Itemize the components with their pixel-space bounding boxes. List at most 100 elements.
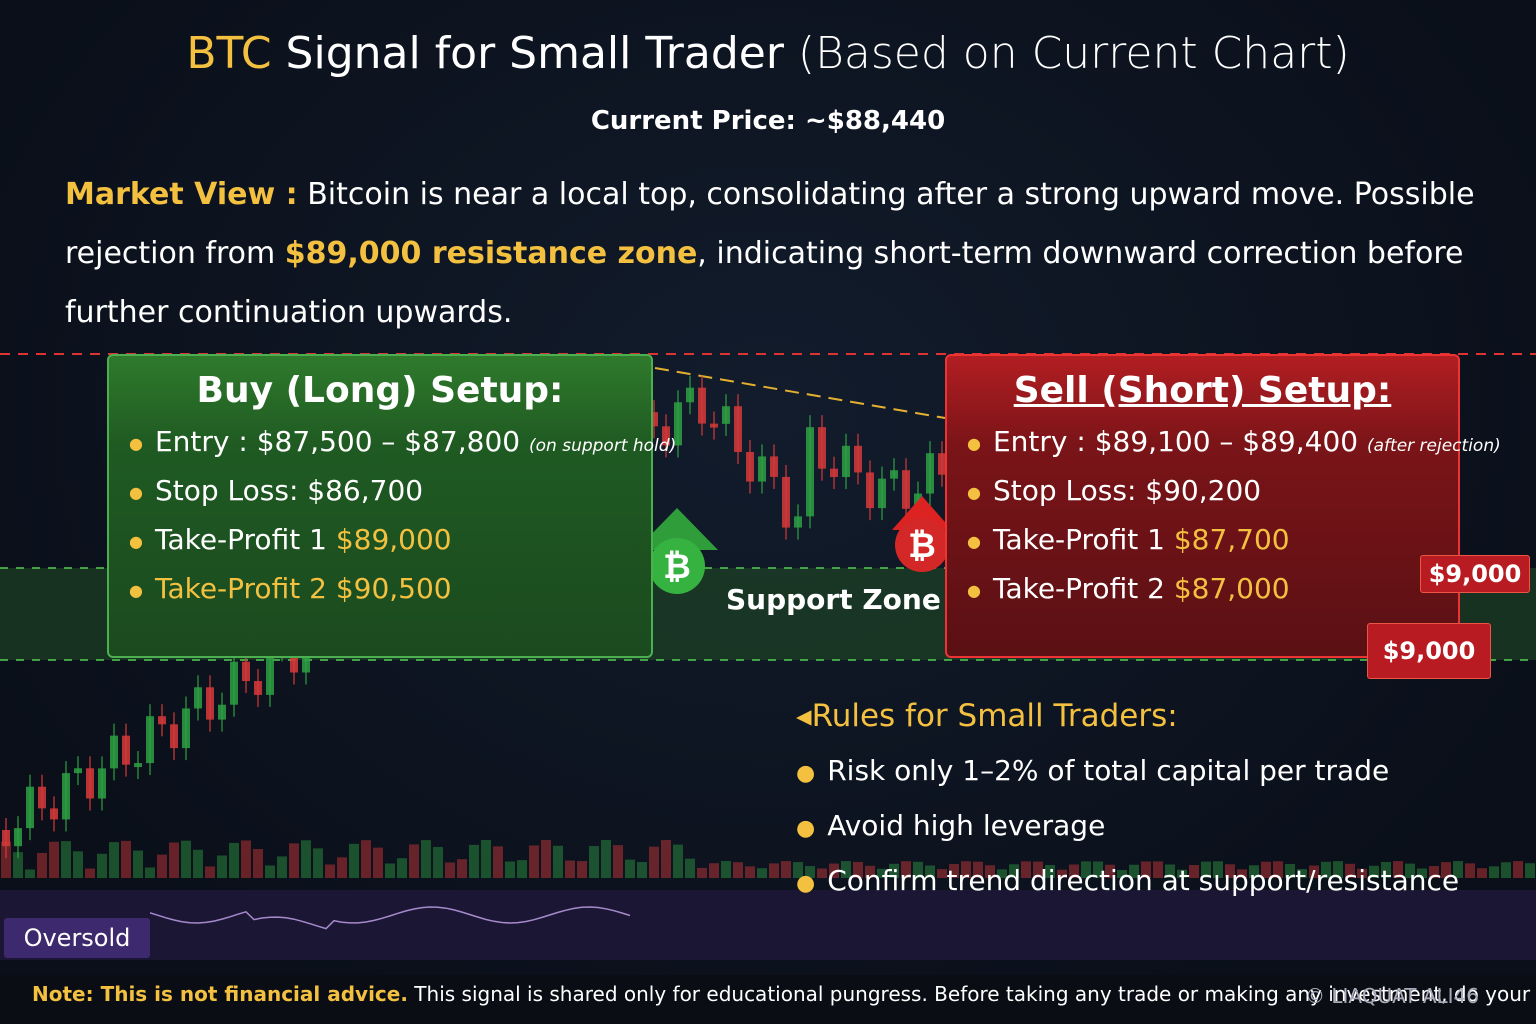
- decor-candle: [709, 863, 719, 878]
- decor-candle: [745, 866, 755, 878]
- decor-candle: [1465, 863, 1475, 878]
- decor-candle: [457, 859, 467, 878]
- decor-candle: [553, 845, 563, 878]
- decor-candle: [205, 866, 215, 878]
- rules-title: ◂Rules for Small Traders:: [796, 698, 1178, 734]
- decor-candle: [769, 863, 779, 878]
- decor-candle: [661, 840, 671, 878]
- note-text: This signal is shared only for education…: [414, 982, 1531, 1006]
- decor-candle: [134, 763, 142, 768]
- market-view-text: Bitcoin is near a local top, consolidati…: [65, 177, 1475, 271]
- decor-candle: [710, 423, 718, 428]
- decor-candle: [517, 860, 527, 878]
- title: BTC Signal for Small Trader (Based on Cu…: [0, 28, 1536, 79]
- oscillator-line: [149, 906, 631, 930]
- decor-candle: [38, 786, 46, 809]
- decor-candle: [62, 773, 70, 820]
- oscillator-panel: [0, 890, 1536, 960]
- decor-candle: [230, 661, 238, 705]
- decor-candle: [277, 856, 287, 878]
- decor-candle: [373, 847, 383, 878]
- decor-candle: [529, 845, 539, 878]
- decor-candle: [73, 851, 83, 878]
- item-label: Take-Profit 2: [992, 572, 1165, 605]
- decor-candle: [409, 844, 419, 878]
- trend-line: [654, 367, 946, 419]
- title-main: Signal for Small Trader: [285, 28, 784, 79]
- decor-candle: [685, 858, 695, 878]
- item-label: Entry :: [154, 425, 248, 458]
- item-value: $87,700: [1173, 523, 1290, 556]
- item-label: Stop Loss:: [992, 474, 1137, 507]
- decor-candle: [253, 849, 263, 878]
- item-value: $89,000: [335, 523, 452, 556]
- watermark: © LIAQUAT ALI46: [1305, 984, 1479, 1008]
- decor-candle: [650, 412, 658, 427]
- title-note: (Based on Current Chart): [797, 28, 1350, 79]
- rule-item: Risk only 1–2% of total capital per trad…: [796, 754, 1459, 787]
- sell-setup: Sell (Short) Setup: Entry : $89,100 – $8…: [945, 354, 1501, 658]
- decor-candle: [61, 841, 71, 878]
- btc-down-icon: ₿: [892, 496, 952, 572]
- decor-candle: [794, 516, 802, 528]
- decor-candle: [14, 828, 22, 847]
- decor-candle: [758, 456, 766, 482]
- decor-candle: [217, 855, 227, 878]
- item-value: $87,500 – $87,800: [256, 425, 521, 458]
- setup-item: Entry : $89,100 – $89,400 (after rejecti…: [967, 425, 1501, 474]
- decor-candle: [1489, 866, 1499, 878]
- item-label: Take-Profit 1: [992, 523, 1165, 556]
- decor-candle: [361, 840, 371, 878]
- decor-candle: [325, 864, 335, 878]
- item-label: Entry :: [992, 425, 1086, 458]
- item-note: (after rejection): [1367, 436, 1501, 456]
- decor-candle: [1513, 861, 1523, 878]
- decor-candle: [938, 453, 946, 475]
- decor-candle: [193, 849, 203, 878]
- market-view-text: , indicating short-term downward correct…: [65, 236, 1464, 330]
- decor-candle: [733, 862, 743, 878]
- decor-candle: [649, 846, 659, 878]
- footer-band: [0, 975, 1536, 1024]
- price-tag: $9,000: [1367, 623, 1491, 679]
- decor-candle: [662, 426, 670, 446]
- item-value: $89,100 – $89,400: [1094, 425, 1359, 458]
- decor-candle: [565, 860, 575, 878]
- decor-candle: [122, 735, 130, 765]
- decor-candle: [757, 868, 767, 878]
- decor-candle: [13, 852, 23, 878]
- decor-candle: [577, 861, 587, 878]
- decor-candle: [673, 844, 683, 878]
- item-value: $86,700: [307, 474, 424, 507]
- setup-item: Take-Profit 2 $90,500: [129, 572, 631, 621]
- setup-item: Take-Profit 1 $87,700: [967, 523, 1438, 572]
- decor-candle: [1501, 862, 1511, 878]
- market-view: Market View : Bitcoin is near a local to…: [65, 165, 1485, 342]
- rule-item: Avoid high leverage: [796, 809, 1459, 842]
- decor-candle: [182, 708, 190, 749]
- decor-candle: [229, 842, 239, 878]
- decor-candle: [637, 862, 647, 878]
- support-zone-label: Support Zone: [726, 583, 941, 616]
- market-view-highlight: $89,000 resistance zone: [284, 236, 698, 271]
- setup-item: Take-Profit 1 $89,000: [129, 523, 631, 572]
- btc-up-icon: ₿: [636, 508, 718, 594]
- item-value: $90,200: [1145, 474, 1262, 507]
- decor-candle: [397, 858, 407, 878]
- item-value: $87,000: [1173, 572, 1290, 605]
- decor-candle: [266, 649, 274, 695]
- decor-candle: [613, 845, 623, 878]
- decor-candle: [589, 846, 599, 878]
- decor-candle: [746, 451, 754, 482]
- setup-item: Stop Loss: $86,700: [129, 474, 631, 523]
- title-highlight: BTC: [186, 28, 272, 79]
- buy-setup: Buy (Long) Setup: Entry : $87,500 – $87,…: [107, 354, 676, 658]
- item-label: Take-Profit 2: [154, 572, 327, 605]
- decor-candle: [625, 859, 635, 878]
- decor-candle: [866, 472, 874, 509]
- decor-candle: [265, 865, 275, 878]
- decor-candle: [241, 840, 251, 878]
- item-label: Stop Loss:: [154, 474, 299, 507]
- decor-candle: [854, 445, 862, 473]
